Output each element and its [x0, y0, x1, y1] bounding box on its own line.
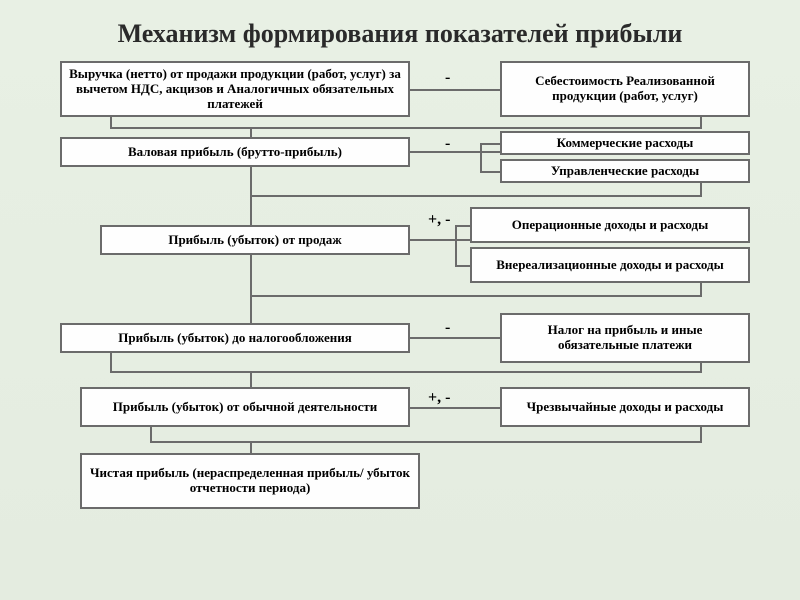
- connector: [250, 127, 252, 137]
- diagram-title: Механизм формирования показателей прибыл…: [0, 0, 800, 61]
- box-operating-income-expenses: Операционные доходы и расходы: [470, 207, 750, 243]
- connector: [700, 363, 702, 371]
- box-cost-of-sales: Себестоимость Реализованной продукции (р…: [500, 61, 750, 117]
- connector: [700, 283, 702, 295]
- connector: [150, 427, 152, 441]
- connector: [700, 117, 702, 127]
- box-administrative-expenses: Управленческие расходы: [500, 159, 750, 183]
- connector: [700, 427, 702, 441]
- connector: [410, 337, 500, 339]
- box-profit-from-sales: Прибыль (убыток) от продаж: [100, 225, 410, 255]
- connector: [250, 371, 252, 387]
- connector: [110, 371, 702, 373]
- connector: [410, 89, 500, 91]
- connector: [110, 117, 112, 127]
- connector: [455, 265, 470, 267]
- connector: [480, 143, 482, 173]
- connector: [410, 239, 470, 241]
- box-profit-ordinary-activity: Прибыль (убыток) от обычной деятельности: [80, 387, 410, 427]
- connector: [480, 171, 500, 173]
- box-revenue-netto: Выручка (нетто) от продажи продукции (ра…: [60, 61, 410, 117]
- op-minus-1: -: [445, 69, 450, 87]
- connector: [250, 255, 252, 323]
- connector: [110, 127, 702, 129]
- box-extraordinary-income-expenses: Чрезвычайные доходы и расходы: [500, 387, 750, 427]
- connector: [410, 407, 500, 409]
- connector: [250, 441, 252, 453]
- flowchart-diagram: Выручка (нетто) от продажи продукции (ра…: [0, 61, 800, 571]
- op-plusminus-3: +, -: [428, 211, 450, 229]
- connector: [250, 195, 702, 197]
- connector: [455, 225, 457, 267]
- op-plusminus-5: +, -: [428, 389, 450, 407]
- box-commercial-expenses: Коммерческие расходы: [500, 131, 750, 155]
- connector: [455, 225, 470, 227]
- box-income-tax: Налог на прибыль и иные обязательные пла…: [500, 313, 750, 363]
- connector: [410, 151, 500, 153]
- box-gross-profit: Валовая прибыль (брутто-прибыль): [60, 137, 410, 167]
- box-profit-before-tax: Прибыль (убыток) до налогообложения: [60, 323, 410, 353]
- box-nonoperating-income-expenses: Внереализационные доходы и расходы: [470, 247, 750, 283]
- connector: [480, 143, 500, 145]
- connector: [110, 353, 112, 371]
- connector: [150, 441, 702, 443]
- connector: [250, 295, 702, 297]
- box-net-profit: Чистая прибыль (нераспределенная прибыль…: [80, 453, 420, 509]
- op-minus-4: -: [445, 319, 450, 337]
- connector: [700, 183, 702, 195]
